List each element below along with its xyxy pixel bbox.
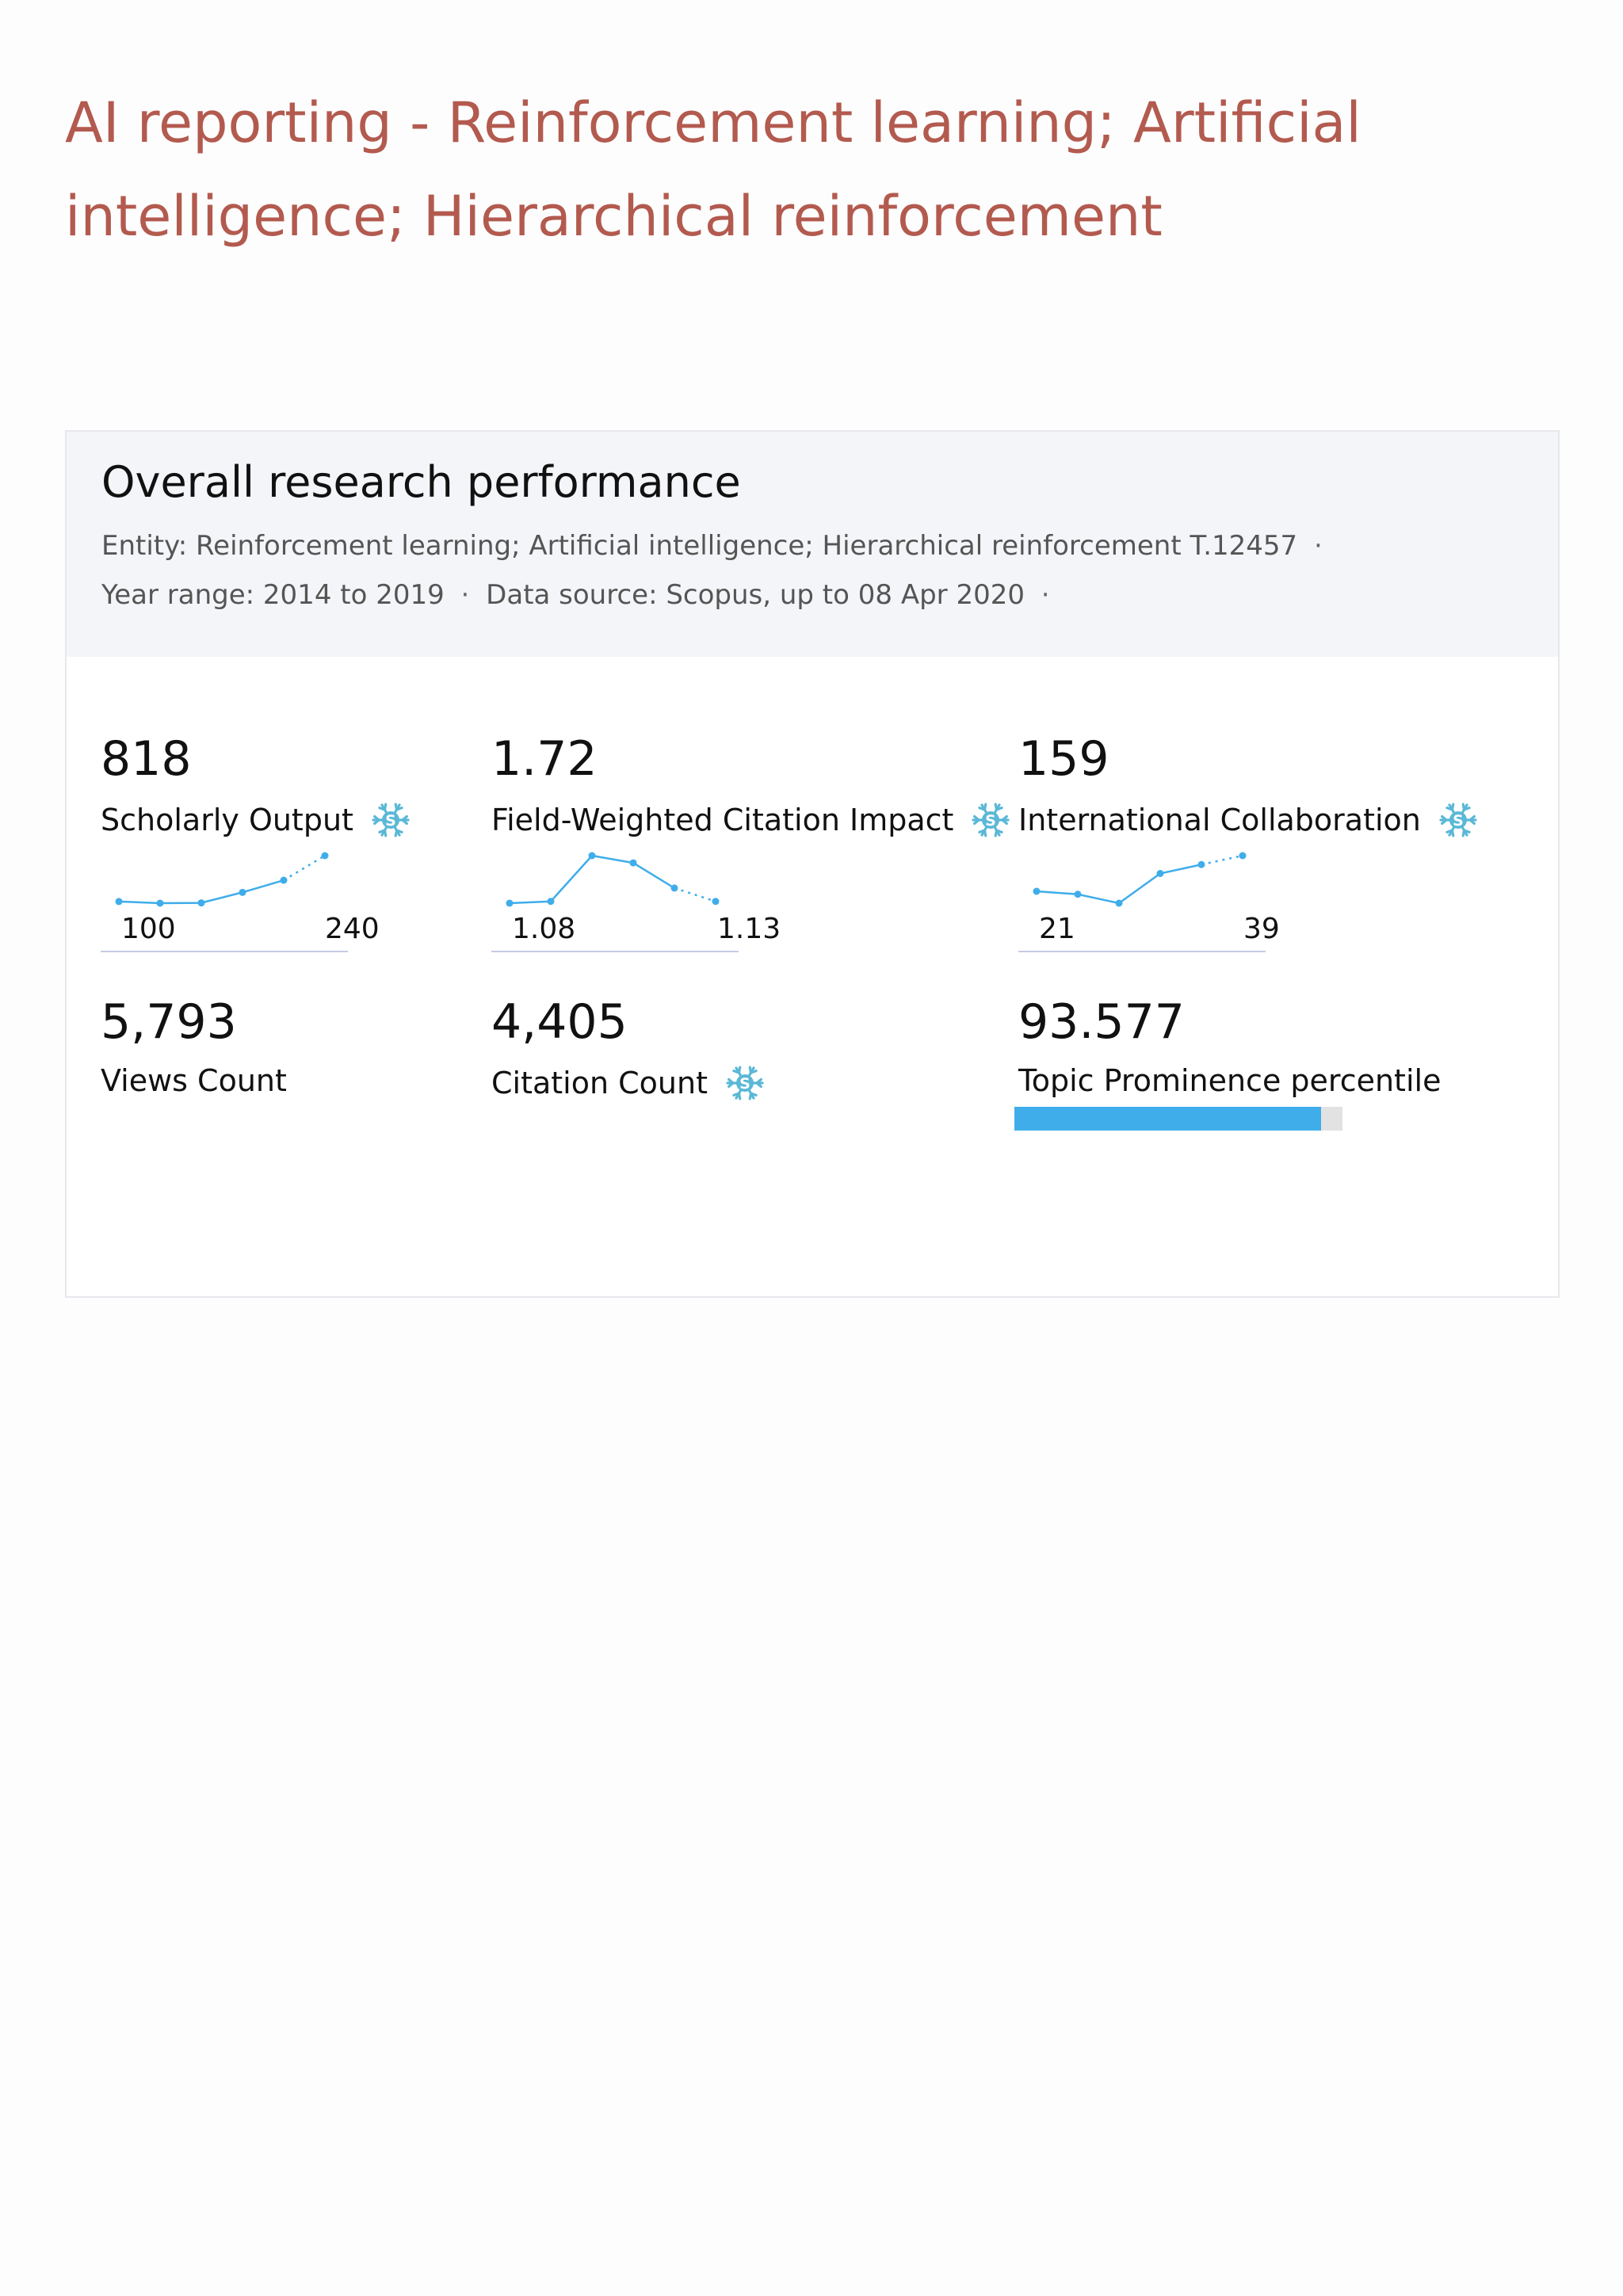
entity-label: Entity: Reinforcement learning; Artifici… bbox=[101, 530, 1298, 562]
sparkline-point bbox=[547, 898, 555, 906]
international-collaboration-sparkline bbox=[1033, 852, 1247, 907]
year-range: Year range: 2014 to 2019 bbox=[101, 579, 445, 611]
snowball-metric-icon: S bbox=[726, 1066, 764, 1100]
sparkline-projection bbox=[283, 854, 326, 882]
trend-start-label: 100 bbox=[121, 913, 176, 945]
sparkline-point bbox=[239, 888, 246, 896]
sparkline-baseline bbox=[491, 951, 739, 952]
sparkline-point bbox=[1239, 852, 1247, 860]
snowball-s-glyph: S bbox=[739, 1075, 750, 1093]
metric-label-text: Topic Prominence percentile bbox=[1018, 1063, 1442, 1098]
metric-label: International Collaboration S bbox=[1018, 800, 1478, 840]
overall-performance-card: Overall research performance Entity: Rei… bbox=[65, 430, 1560, 1298]
metric-label-text: Citation Count bbox=[491, 1066, 708, 1100]
sparkline-baseline bbox=[101, 951, 348, 952]
metric-label: Field-Weighted Citation Impact S bbox=[491, 800, 1010, 840]
metric-international-collaboration: 159 International Collaboration S bbox=[1018, 730, 1478, 840]
scholarly-output-sparkline bbox=[115, 852, 329, 907]
trend-start-label: 1.08 bbox=[512, 913, 576, 945]
metric-value: 5,793 bbox=[101, 994, 237, 1050]
metric-label: Views Count bbox=[101, 1063, 287, 1098]
sparkline-point bbox=[1074, 891, 1082, 898]
trend-start-label: 21 bbox=[1039, 913, 1075, 945]
snowball-metric-icon: S bbox=[972, 803, 1010, 837]
trend-end-label: 39 bbox=[1243, 913, 1280, 945]
metric-value: 159 bbox=[1018, 731, 1109, 787]
prominence-bar-track bbox=[1014, 1107, 1342, 1131]
metric-label-text: International Collaboration bbox=[1018, 803, 1421, 837]
metric-label-text: Views Count bbox=[101, 1063, 287, 1098]
metric-citation-count: 4,405 Citation Count S bbox=[491, 994, 765, 1103]
metric-label: Topic Prominence percentile bbox=[1018, 1063, 1441, 1098]
metric-topic-prominence: 93.577 Topic Prominence percentile bbox=[1018, 994, 1441, 1098]
metric-value: 818 bbox=[101, 731, 192, 787]
metric-value: 93.577 bbox=[1018, 994, 1185, 1050]
range-source-line: Year range: 2014 to 2019 · Data source: … bbox=[101, 579, 1058, 611]
snowball-metric-icon: S bbox=[372, 803, 410, 837]
sparkline-point bbox=[115, 898, 123, 906]
sparkline-line bbox=[509, 854, 675, 905]
sparkline-baseline bbox=[1018, 951, 1266, 952]
metric-scholarly-output: 818 Scholarly Output S bbox=[101, 730, 411, 840]
sparkline-projection bbox=[1201, 854, 1243, 866]
sparkline-projection bbox=[674, 887, 716, 902]
metric-label-text: Scholarly Output bbox=[101, 803, 353, 837]
sparkline-point bbox=[629, 859, 637, 867]
metric-label: Scholarly Output S bbox=[101, 800, 411, 840]
metric-fwci: 1.72 Field-Weighted Citation Impact S bbox=[491, 730, 1010, 840]
sparkline-point bbox=[712, 898, 720, 906]
sparkline-point bbox=[1197, 860, 1205, 868]
sparkline-point bbox=[588, 852, 596, 860]
fwci-sparkline bbox=[506, 852, 720, 907]
metric-label: Citation Count S bbox=[491, 1063, 765, 1103]
separator: · bbox=[1041, 579, 1050, 611]
sparkline-point bbox=[1033, 887, 1041, 895]
sparkline-point bbox=[197, 899, 205, 907]
data-source: Data source: Scopus, up to 08 Apr 2020 bbox=[486, 579, 1025, 611]
sparkline-point bbox=[156, 899, 164, 907]
page-title: AI reporting - Reinforcement learning; A… bbox=[65, 90, 1361, 249]
trend-end-label: 240 bbox=[325, 913, 380, 945]
separator: · bbox=[460, 579, 470, 611]
metric-value: 4,405 bbox=[491, 994, 628, 1050]
metric-views-count: 5,793 Views Count bbox=[101, 994, 287, 1098]
snowball-s-glyph: S bbox=[986, 812, 997, 830]
sparkline-point bbox=[1156, 870, 1164, 877]
sparkline-point bbox=[321, 852, 329, 860]
separator: · bbox=[1313, 530, 1323, 562]
metric-value: 1.72 bbox=[491, 731, 598, 787]
sparkline-point bbox=[1115, 899, 1123, 907]
entity-line: Entity: Reinforcement learning; Artifici… bbox=[101, 530, 1331, 562]
sparkline-point bbox=[670, 884, 678, 892]
trend-end-label: 1.13 bbox=[717, 913, 781, 945]
metric-label-text: Field-Weighted Citation Impact bbox=[491, 803, 954, 837]
snowball-s-glyph: S bbox=[1453, 812, 1464, 830]
sparkline-line bbox=[1036, 864, 1202, 905]
sparkline-point bbox=[280, 876, 288, 884]
card-header: Overall research performance Entity: Rei… bbox=[67, 432, 1558, 657]
sparkline-point bbox=[506, 899, 514, 907]
card-title: Overall research performance bbox=[101, 457, 741, 507]
prominence-bar-fill bbox=[1014, 1107, 1322, 1131]
snowball-metric-icon: S bbox=[1439, 803, 1477, 837]
snowball-s-glyph: S bbox=[385, 812, 396, 830]
